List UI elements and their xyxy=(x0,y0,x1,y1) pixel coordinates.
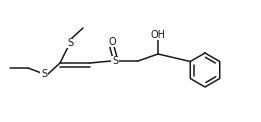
Text: O: O xyxy=(108,37,116,47)
Text: S: S xyxy=(112,56,118,66)
Text: OH: OH xyxy=(151,30,165,40)
Text: S: S xyxy=(67,38,73,48)
Text: S: S xyxy=(41,69,47,79)
